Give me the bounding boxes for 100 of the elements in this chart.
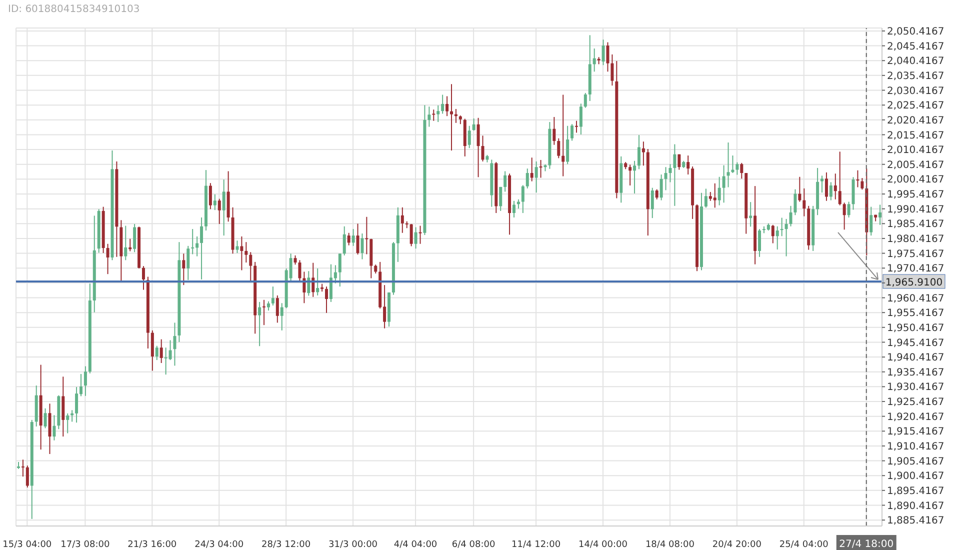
candlestick — [820, 175, 824, 194]
candlestick — [106, 243, 110, 275]
x-tick-label: 25/4 04:00 — [779, 540, 829, 550]
ref-line-label: 1,965.9100 — [885, 277, 943, 288]
y-tick-label: 1,955.4167 — [887, 308, 944, 320]
candlestick — [668, 164, 672, 183]
y-tick-label: 1,900.4167 — [887, 471, 944, 482]
x-tick-label: 18/4 08:00 — [645, 540, 695, 550]
candlestick — [276, 294, 279, 324]
candlestick — [468, 125, 471, 149]
candlestick — [664, 166, 668, 191]
y-tick-label: 1,910.4167 — [887, 442, 944, 453]
candlestick — [686, 155, 690, 175]
y-tick-label: 2,050.4167 — [887, 26, 944, 38]
candlestick — [441, 94, 444, 114]
candlestick — [579, 103, 582, 135]
candlestick — [168, 340, 172, 361]
y-tick-label: 1,920.4167 — [887, 412, 944, 423]
candlestick — [584, 92, 587, 108]
candlestick — [824, 172, 828, 202]
candlestick — [84, 366, 87, 396]
candlestick — [771, 224, 774, 244]
candlestick — [200, 216, 204, 280]
y-tick-label: 1,905.4167 — [887, 456, 944, 468]
x-tick-label: 27/4 18:00 — [839, 539, 894, 550]
candlestick — [249, 252, 252, 282]
candlestick — [481, 135, 484, 162]
candlestick — [222, 179, 226, 236]
candlestick — [325, 286, 328, 314]
candlestick — [133, 223, 136, 253]
candlestick — [842, 202, 846, 230]
y-tick-label: 1,885.4167 — [887, 516, 944, 527]
candlestick — [298, 260, 302, 282]
candlestick — [731, 155, 734, 174]
y-tick-label: 1,935.4167 — [887, 367, 944, 378]
candlestick — [521, 184, 524, 214]
candlestick — [570, 124, 574, 142]
y-tick-label: 1,990.4167 — [887, 204, 944, 216]
candlestick — [150, 330, 154, 372]
candlestick — [562, 94, 565, 177]
candlestick — [258, 301, 262, 347]
candlestick — [610, 54, 614, 86]
y-tick-label: 1,985.4167 — [887, 219, 944, 230]
candlestick — [642, 141, 645, 166]
candlestick — [338, 253, 342, 288]
candlestick — [726, 142, 730, 188]
candlestick — [271, 286, 274, 306]
y-tick-label: 1,995.4167 — [887, 190, 944, 201]
y-tick-label: 1,950.4167 — [887, 322, 944, 334]
candlestick — [432, 109, 436, 122]
y-tick-label: 1,895.4167 — [887, 486, 944, 497]
candlestick — [182, 253, 186, 286]
candlestick — [802, 188, 806, 217]
candlestick — [450, 84, 453, 151]
candlestick — [829, 182, 832, 201]
x-tick-label: 31/3 00:00 — [328, 540, 378, 550]
candlestick — [789, 205, 792, 227]
candlestick — [655, 188, 658, 200]
x-tick-label: 4/4 04:00 — [394, 540, 438, 550]
candlestick — [736, 162, 739, 176]
candlestick — [794, 188, 797, 216]
x-tick-label: 17/3 08:00 — [60, 540, 110, 550]
candlestick — [428, 106, 431, 128]
candlestick — [186, 245, 190, 281]
candlestick — [316, 268, 320, 296]
candlestick — [352, 228, 355, 246]
candlestick — [574, 120, 578, 134]
candlestick — [633, 160, 636, 194]
candlestick — [660, 174, 663, 201]
candlestick — [142, 266, 145, 290]
x-tick-label: 21/3 16:00 — [128, 540, 177, 550]
candlestick — [294, 254, 297, 266]
candlestick — [512, 200, 516, 218]
y-tick-label: 2,030.4167 — [887, 86, 944, 97]
candlestick — [606, 42, 610, 72]
candlestick — [534, 160, 538, 194]
candlestick — [160, 338, 163, 364]
x-tick-label: 28/3 12:00 — [262, 540, 311, 550]
x-tick-label: 24/3 04:00 — [194, 540, 244, 550]
y-tick-label: 2,045.4167 — [887, 41, 944, 52]
candlestick — [847, 201, 850, 218]
candlestick — [191, 228, 194, 255]
candlestick — [52, 414, 56, 441]
y-tick-label: 1,980.4167 — [887, 234, 944, 246]
candlestick — [722, 164, 726, 204]
y-tick-label: 2,005.4167 — [887, 160, 944, 171]
candlestick — [360, 232, 364, 260]
x-tick-label: 14/4 00:00 — [578, 540, 628, 550]
candlestick — [718, 176, 721, 206]
candlestick — [749, 202, 752, 228]
y-tick-label: 1,960.4167 — [887, 293, 944, 304]
candlestick — [499, 186, 502, 212]
candlestick — [539, 159, 542, 178]
candlestick — [266, 300, 270, 312]
candlestick — [436, 104, 440, 123]
y-tick-label: 1,970.4167 — [887, 264, 944, 275]
candlestick — [244, 242, 248, 264]
candlestick — [530, 157, 534, 182]
y-tick-label: 2,035.4167 — [887, 70, 944, 82]
candlestick — [673, 144, 676, 206]
